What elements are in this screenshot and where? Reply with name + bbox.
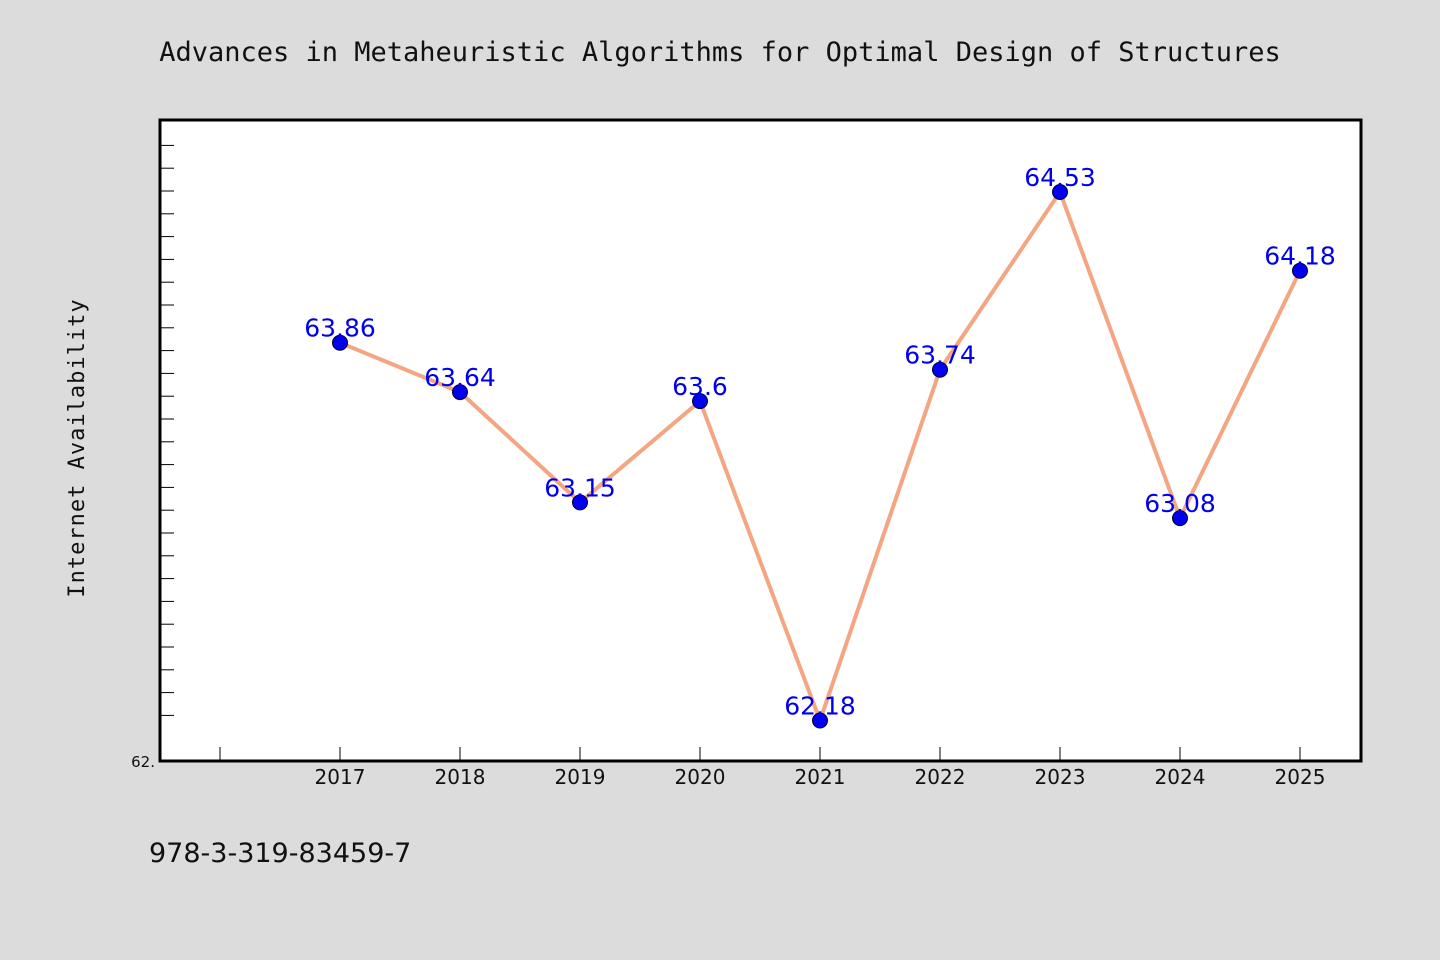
- x-tick-label: 2024: [1155, 765, 1206, 789]
- series-layer: 63.86 63.64 63.15 63.6 62.18 63.74 64.53 63.08 6…: [304, 163, 1336, 729]
- footer-isbn: 978-3-319-83459-7: [149, 838, 411, 869]
- axis-ticks: 62. 2017 2018 2019 2020 2021 2022 2023 2024 2025: [131, 144, 1326, 789]
- x-tick-label: 2023: [1035, 765, 1086, 789]
- data-point: [1052, 184, 1068, 200]
- data-point: [1172, 510, 1188, 527]
- y-tick-label: 62.: [131, 753, 155, 771]
- x-tick-label: 2020: [675, 765, 726, 789]
- chart-title: Advances in Metaheuristic Algorithms for…: [159, 37, 1281, 68]
- data-label: 63.74: [904, 341, 976, 370]
- data-label: 63.6: [672, 372, 728, 401]
- data-label: 63.08: [1144, 489, 1216, 518]
- x-tick-label: 2021: [795, 765, 846, 789]
- data-label: 63.64: [424, 363, 496, 392]
- x-tick-label: 2025: [1275, 765, 1326, 789]
- x-tick-label: 2017: [315, 765, 366, 789]
- plot-area: [158, 118, 1363, 763]
- data-label: 64.18: [1264, 242, 1336, 271]
- x-tick-label: 2019: [555, 765, 606, 789]
- data-label: 63.86: [304, 314, 376, 343]
- y-axis-label: Internet Availability: [65, 298, 90, 597]
- data-point: [332, 334, 348, 351]
- data-point: [452, 384, 468, 401]
- data-label: 63.15: [544, 473, 616, 502]
- x-tick-label: 2018: [435, 765, 486, 789]
- data-point: [932, 361, 948, 378]
- x-tick-label: 2022: [915, 765, 966, 789]
- data-point: [572, 494, 588, 511]
- data-label: 64.53: [1024, 163, 1096, 192]
- data-point: [812, 712, 828, 729]
- data-point: [692, 393, 708, 410]
- data-label: 62.18: [784, 692, 856, 721]
- data-point: [1292, 262, 1308, 279]
